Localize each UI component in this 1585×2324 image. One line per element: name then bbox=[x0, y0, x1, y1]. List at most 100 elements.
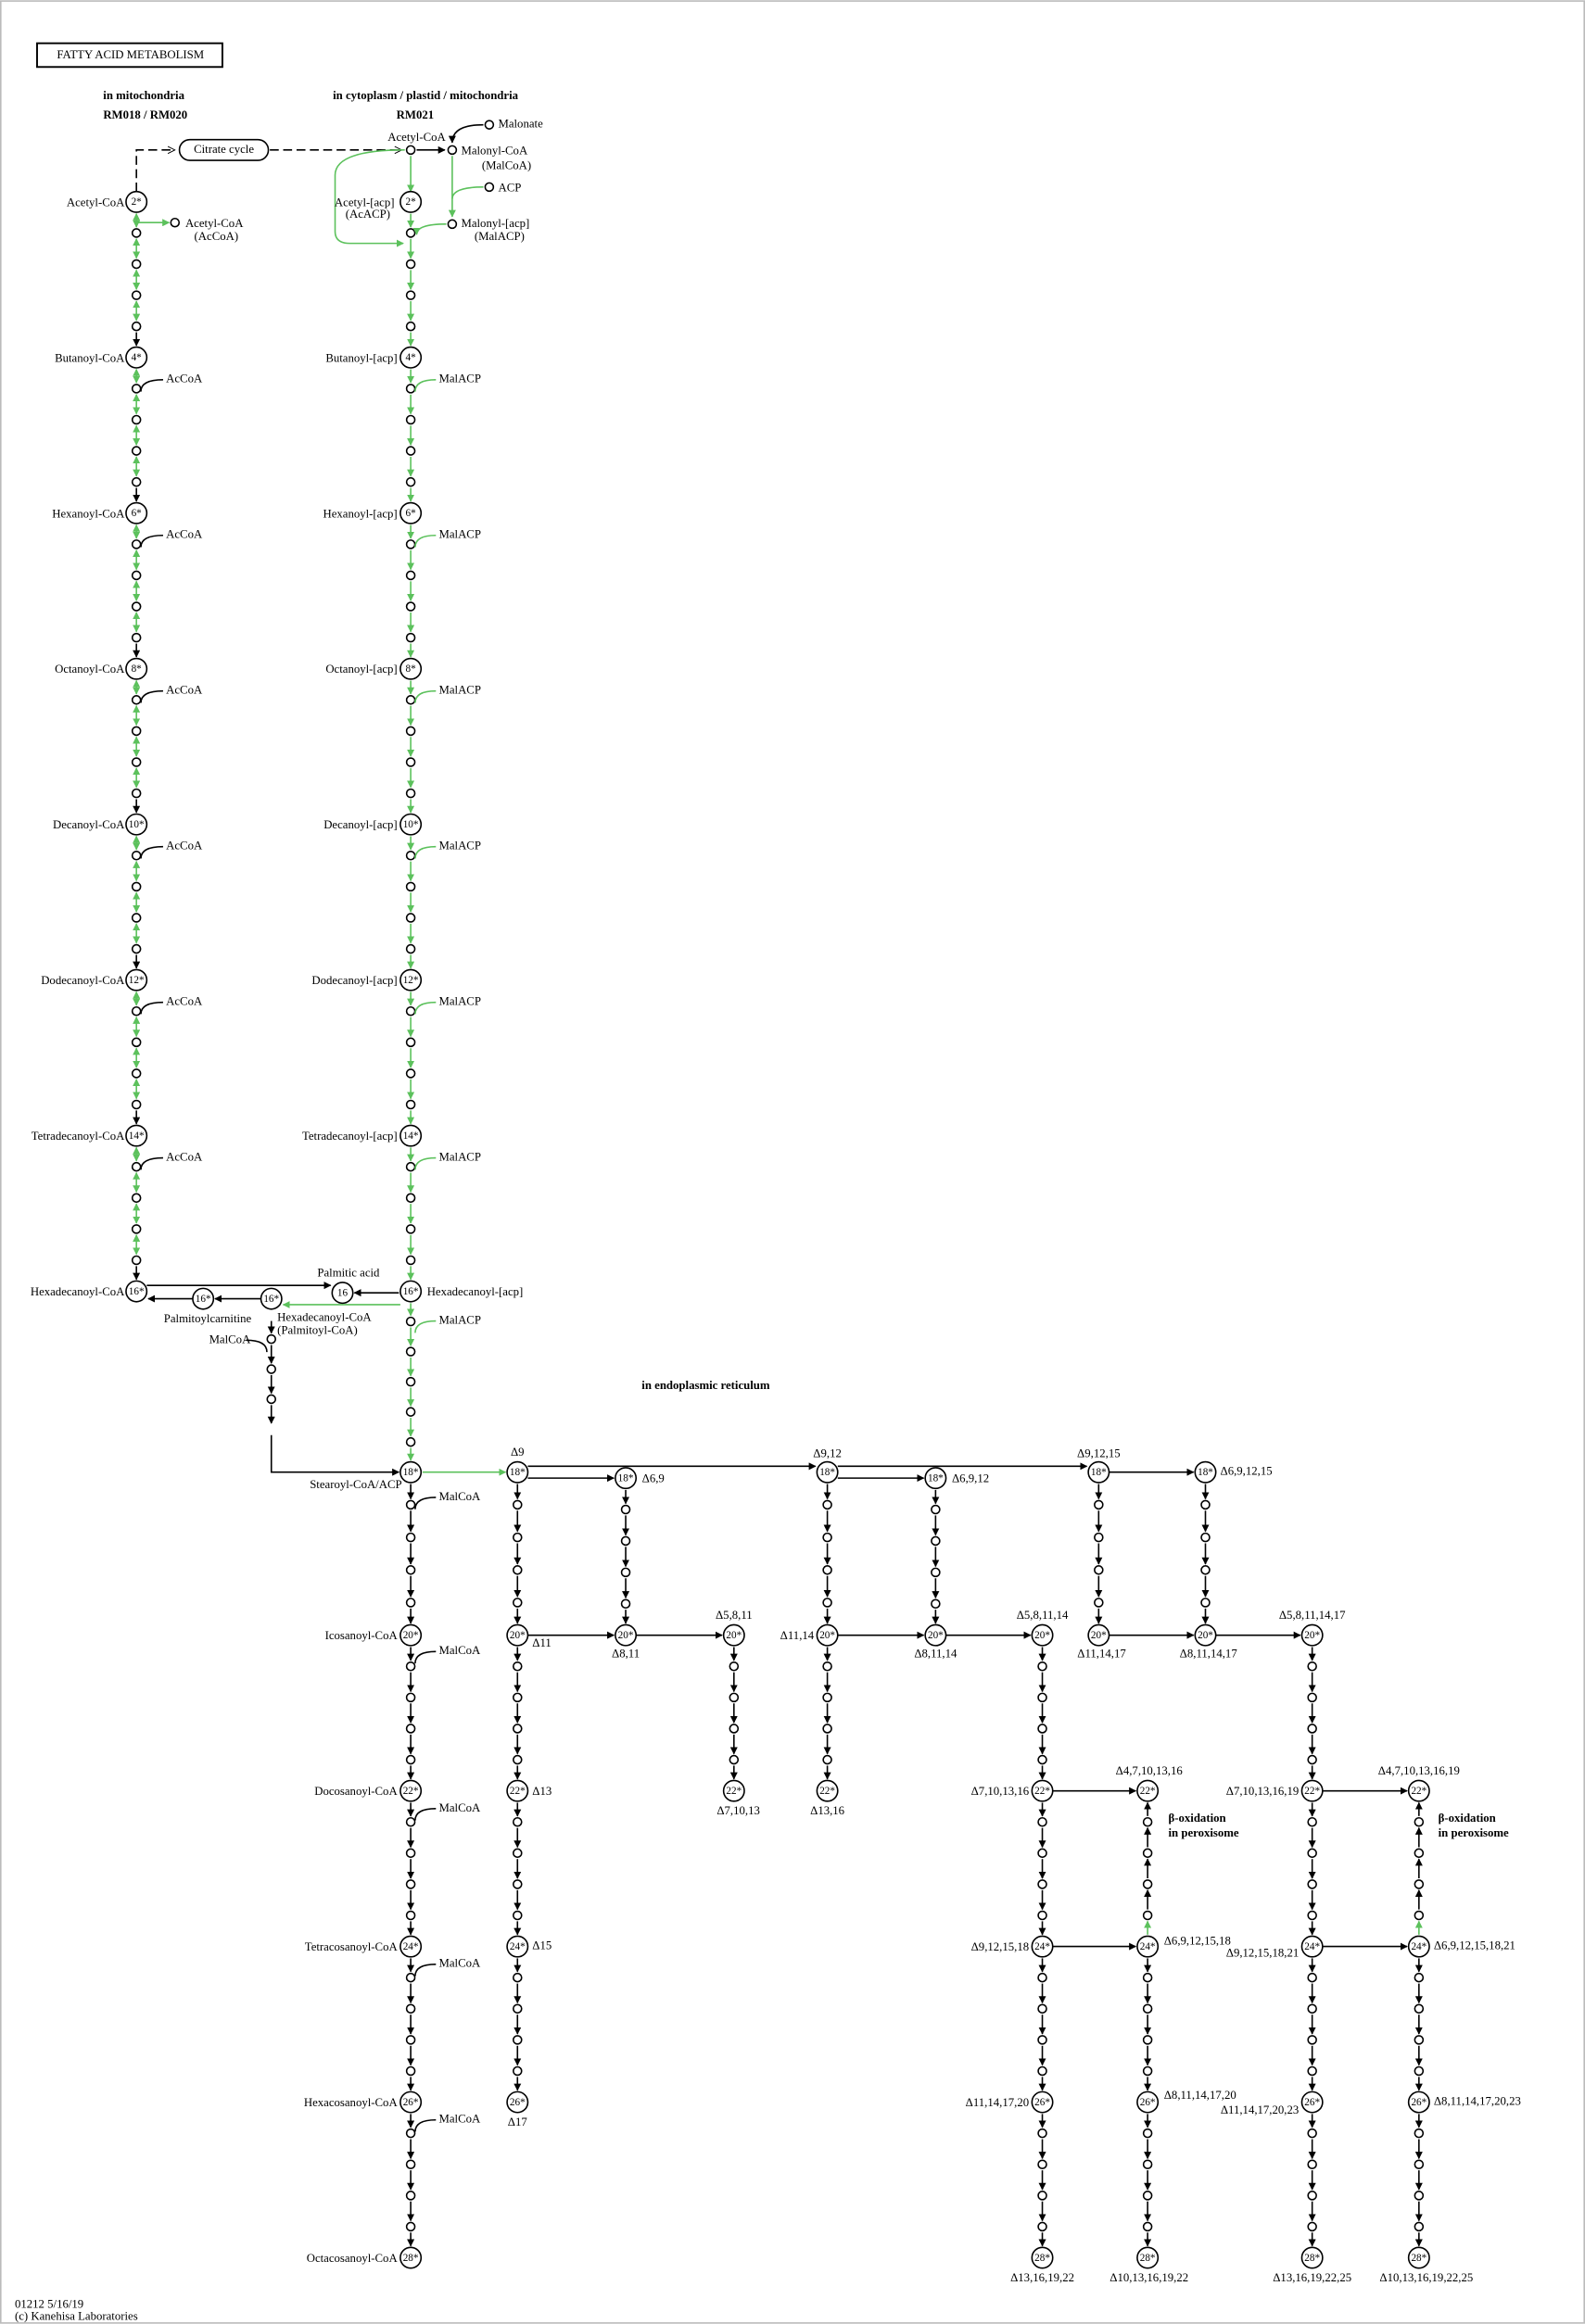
compound-dot[interactable] bbox=[405, 601, 416, 612]
compound-dot[interactable] bbox=[822, 1565, 832, 1575]
compound-dot[interactable] bbox=[405, 788, 416, 799]
compound-dot[interactable] bbox=[1142, 1848, 1153, 1859]
compound-node[interactable] bbox=[331, 1282, 354, 1305]
compound-dot[interactable] bbox=[170, 217, 181, 228]
compound-dot[interactable] bbox=[822, 1692, 832, 1703]
compound-dot[interactable] bbox=[1414, 2159, 1425, 2170]
compound-dot[interactable] bbox=[131, 321, 142, 332]
compound-dot[interactable] bbox=[512, 1754, 523, 1765]
compound-dot[interactable] bbox=[729, 1692, 740, 1703]
compound-dot[interactable] bbox=[1037, 1910, 1047, 1921]
compound-dot[interactable] bbox=[405, 2035, 416, 2045]
compound-dot[interactable] bbox=[1307, 2035, 1317, 2045]
compound-node[interactable] bbox=[399, 1124, 423, 1147]
compound-node[interactable] bbox=[722, 1623, 745, 1647]
compound-dot[interactable] bbox=[131, 259, 142, 270]
compound-dot[interactable] bbox=[405, 632, 416, 643]
compound-node[interactable] bbox=[399, 657, 423, 680]
compound-dot[interactable] bbox=[620, 1535, 631, 1547]
compound-dot[interactable] bbox=[131, 476, 142, 487]
compound-dot[interactable] bbox=[405, 145, 416, 156]
compound-node[interactable] bbox=[1194, 1460, 1217, 1484]
compound-node[interactable] bbox=[1087, 1623, 1110, 1647]
compound-node[interactable] bbox=[399, 501, 423, 524]
compound-dot[interactable] bbox=[131, 1161, 142, 1172]
compound-dot[interactable] bbox=[266, 1333, 277, 1345]
compound-dot[interactable] bbox=[1307, 1879, 1317, 1889]
compound-node[interactable] bbox=[1407, 1779, 1430, 1802]
compound-dot[interactable] bbox=[1037, 1754, 1047, 1765]
compound-dot[interactable] bbox=[405, 1407, 416, 1417]
compound-dot[interactable] bbox=[1307, 1816, 1317, 1827]
compound-dot[interactable] bbox=[1307, 1724, 1317, 1734]
compound-dot[interactable] bbox=[1142, 1910, 1153, 1921]
compound-dot[interactable] bbox=[1142, 2159, 1153, 2170]
compound-dot[interactable] bbox=[405, 1879, 416, 1889]
compound-node[interactable] bbox=[615, 1467, 638, 1490]
compound-dot[interactable] bbox=[405, 850, 416, 861]
compound-node[interactable] bbox=[1407, 1935, 1430, 1958]
compound-dot[interactable] bbox=[405, 1972, 416, 1983]
compound-dot[interactable] bbox=[512, 2003, 523, 2015]
compound-dot[interactable] bbox=[405, 414, 416, 425]
compound-dot[interactable] bbox=[131, 1099, 142, 1110]
compound-dot[interactable] bbox=[1414, 1816, 1425, 1827]
compound-dot[interactable] bbox=[1414, 1848, 1425, 1859]
compound-dot[interactable] bbox=[405, 2065, 416, 2077]
compound-dot[interactable] bbox=[405, 1692, 416, 1703]
compound-dot[interactable] bbox=[405, 1255, 416, 1266]
compound-node[interactable] bbox=[816, 1779, 839, 1802]
compound-dot[interactable] bbox=[931, 1567, 941, 1578]
compound-node[interactable] bbox=[1300, 2090, 1324, 2114]
compound-dot[interactable] bbox=[1307, 1661, 1317, 1672]
compound-dot[interactable] bbox=[405, 1499, 416, 1510]
compound-dot[interactable] bbox=[266, 1394, 277, 1405]
compound-dot[interactable] bbox=[405, 943, 416, 954]
compound-dot[interactable] bbox=[405, 1754, 416, 1765]
compound-dot[interactable] bbox=[405, 1376, 416, 1387]
compound-dot[interactable] bbox=[131, 788, 142, 799]
compound-dot[interactable] bbox=[1414, 2221, 1425, 2232]
compound-dot[interactable] bbox=[131, 850, 142, 861]
compound-dot[interactable] bbox=[1414, 1910, 1425, 1921]
compound-dot[interactable] bbox=[405, 1816, 416, 1827]
compound-node[interactable] bbox=[1031, 2246, 1054, 2269]
compound-dot[interactable] bbox=[1307, 1910, 1317, 1921]
compound-dot[interactable] bbox=[1142, 2221, 1153, 2232]
compound-dot[interactable] bbox=[405, 757, 416, 767]
compound-dot[interactable] bbox=[405, 1661, 416, 1672]
compound-dot[interactable] bbox=[405, 228, 416, 238]
compound-node[interactable] bbox=[1136, 2246, 1160, 2269]
compound-node[interactable] bbox=[399, 968, 423, 991]
compound-dot[interactable] bbox=[1307, 2128, 1317, 2139]
compound-dot[interactable] bbox=[822, 1661, 832, 1672]
compound-dot[interactable] bbox=[729, 1724, 740, 1734]
compound-dot[interactable] bbox=[484, 120, 495, 130]
compound-dot[interactable] bbox=[1307, 2191, 1317, 2201]
compound-node[interactable] bbox=[1031, 1935, 1054, 1958]
compound-dot[interactable] bbox=[1094, 1565, 1104, 1575]
compound-dot[interactable] bbox=[1142, 2003, 1153, 2015]
compound-dot[interactable] bbox=[822, 1499, 832, 1510]
compound-dot[interactable] bbox=[512, 1692, 523, 1703]
compound-node[interactable] bbox=[1407, 2246, 1430, 2269]
compound-dot[interactable] bbox=[405, 1316, 416, 1327]
compound-dot[interactable] bbox=[512, 1661, 523, 1672]
compound-node[interactable] bbox=[192, 1287, 215, 1310]
compound-dot[interactable] bbox=[405, 2128, 416, 2139]
compound-dot[interactable] bbox=[405, 259, 416, 270]
compound-dot[interactable] bbox=[131, 1255, 142, 1266]
compound-dot[interactable] bbox=[405, 2003, 416, 2015]
compound-node[interactable] bbox=[399, 2090, 423, 2114]
compound-dot[interactable] bbox=[1307, 2159, 1317, 2170]
compound-node[interactable] bbox=[816, 1623, 839, 1647]
compound-node[interactable] bbox=[1031, 1623, 1054, 1647]
compound-dot[interactable] bbox=[1414, 2035, 1425, 2045]
compound-dot[interactable] bbox=[131, 1224, 142, 1234]
compound-dot[interactable] bbox=[1307, 1692, 1317, 1703]
compound-dot[interactable] bbox=[1094, 1598, 1104, 1608]
compound-dot[interactable] bbox=[729, 1661, 740, 1672]
compound-dot[interactable] bbox=[729, 1754, 740, 1765]
compound-dot[interactable] bbox=[512, 2035, 523, 2045]
compound-dot[interactable] bbox=[131, 1068, 142, 1079]
